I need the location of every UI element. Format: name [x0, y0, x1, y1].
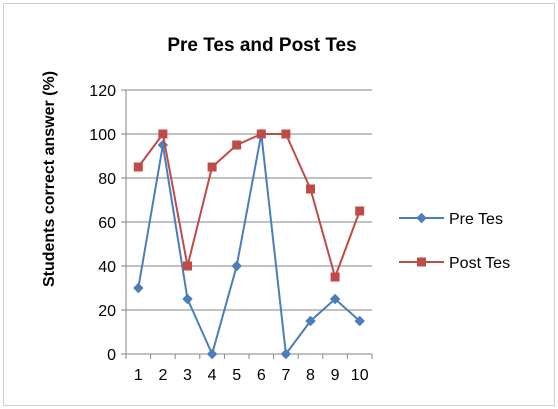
legend-item: Pre Tes [399, 211, 503, 228]
legend-item: Post Tes [399, 255, 510, 272]
data-point [330, 272, 340, 282]
data-point [158, 129, 168, 139]
data-point [206, 348, 218, 360]
y-tick-label: 40 [98, 259, 116, 276]
y-axis-label: Students correct answer (%) [41, 71, 58, 287]
y-tick-label: 100 [89, 127, 116, 144]
y-tick-label: 0 [107, 347, 116, 364]
data-point [231, 260, 242, 272]
x-tick-label: 4 [208, 367, 217, 384]
data-point [232, 140, 242, 150]
data-point [329, 293, 341, 305]
legend-label: Post Tes [449, 255, 510, 272]
axes [121, 89, 373, 359]
data-point [133, 282, 144, 294]
data-point [133, 162, 143, 172]
x-tick-label: 2 [158, 367, 167, 384]
series-line [137, 133, 361, 355]
data-point [281, 129, 291, 139]
series-line [137, 133, 361, 278]
series-group [133, 128, 365, 360]
y-tick-label: 80 [98, 171, 116, 188]
data-point [306, 184, 315, 194]
x-tick-labels: 1 2 3 4 5 6 7 8 9 10 [134, 367, 369, 384]
data-point [182, 293, 193, 305]
x-tick-label: 9 [331, 367, 340, 384]
data-point [305, 315, 316, 327]
x-tick-label: 10 [351, 367, 369, 384]
series-post-tes [133, 129, 365, 282]
x-tick-label: 8 [306, 367, 315, 384]
data-point [183, 261, 192, 271]
x-tick-label: 3 [183, 367, 192, 384]
chart-frame: Pre Tes and Post Tes Students correct an… [3, 3, 555, 406]
y-tick-label: 120 [89, 83, 116, 100]
y-tick-label: 60 [98, 215, 116, 232]
x-tick-label: 7 [281, 367, 290, 384]
line-chart: Pre Tes and Post Tes Students correct an… [41, 35, 510, 384]
y-tick-label: 20 [98, 303, 116, 320]
legend-marker [416, 212, 427, 224]
data-point [256, 129, 266, 139]
data-point [355, 206, 365, 216]
x-tick-label: 5 [232, 367, 241, 384]
x-tick-label: 1 [134, 367, 143, 384]
legend: Pre Tes Post Tes [399, 211, 510, 272]
y-tick-labels: 0 20 40 60 80 100 120 [89, 83, 116, 364]
data-point [207, 162, 217, 172]
data-point [354, 315, 365, 327]
legend-label: Pre Tes [449, 211, 503, 228]
chart-title: Pre Tes and Post Tes [167, 35, 356, 56]
legend-marker [417, 257, 426, 267]
data-point [280, 348, 292, 360]
x-tick-label: 6 [257, 367, 266, 384]
